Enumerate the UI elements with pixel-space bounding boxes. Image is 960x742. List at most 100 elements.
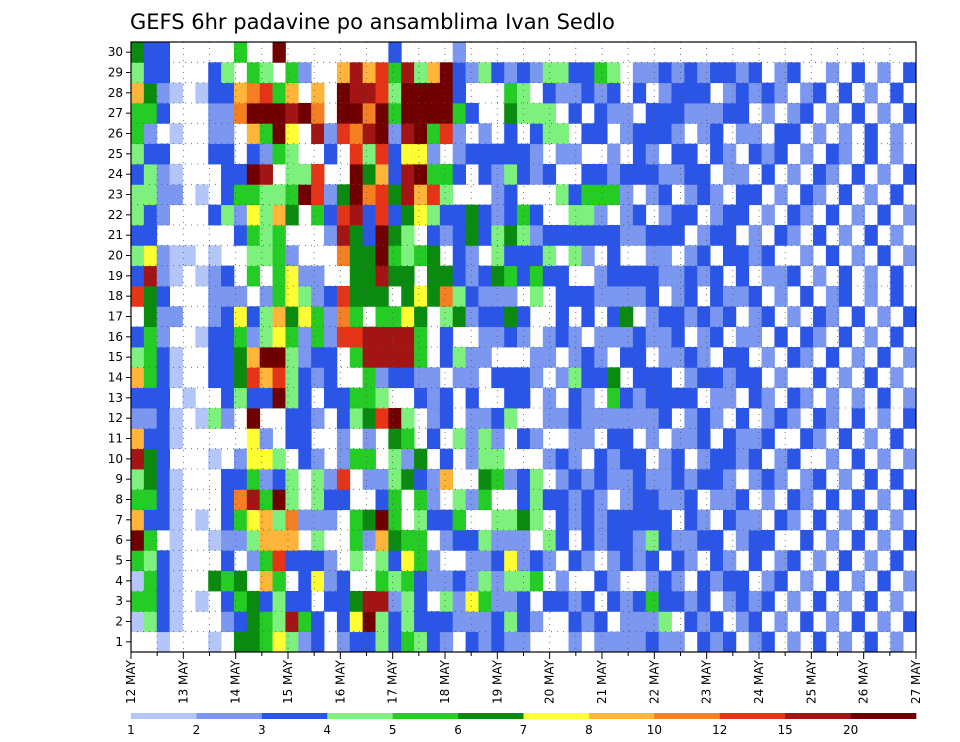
heatmap-cell xyxy=(568,82,582,104)
heatmap-cell xyxy=(555,82,569,104)
heatmap-cell xyxy=(748,611,762,633)
heatmap-cell xyxy=(697,164,711,185)
heatmap-cell xyxy=(555,509,569,531)
heatmap-cell xyxy=(555,306,569,328)
heatmap-cell xyxy=(697,62,711,84)
heatmap-cell xyxy=(388,570,402,592)
heatmap-cell xyxy=(272,347,286,368)
heatmap-cell xyxy=(825,448,840,470)
colorbar-segment xyxy=(850,713,917,719)
heatmap-cell xyxy=(594,225,608,246)
heatmap-cell xyxy=(748,286,762,307)
heatmap-cell xyxy=(568,489,582,511)
heatmap-cell xyxy=(555,367,569,389)
heatmap-cell xyxy=(478,265,492,287)
heatmap-cell xyxy=(851,489,865,511)
heatmap-cell xyxy=(336,245,351,267)
heatmap-cell xyxy=(877,530,891,551)
heatmap-cell xyxy=(710,570,724,592)
heatmap-cell xyxy=(156,367,171,389)
heatmap-cell xyxy=(324,286,338,307)
heatmap-cell xyxy=(401,631,415,653)
heatmap-cell xyxy=(658,164,672,185)
heatmap-cell xyxy=(285,367,299,389)
heatmap-cell xyxy=(259,550,273,572)
heatmap-cell xyxy=(722,570,737,592)
heatmap-cell xyxy=(208,631,222,653)
colorbar-label: 3 xyxy=(258,723,266,737)
heatmap-cell xyxy=(787,347,801,368)
heatmap-cell xyxy=(285,408,299,429)
heatmap-cell xyxy=(336,62,351,84)
heatmap-cell xyxy=(426,245,441,267)
heatmap-cell xyxy=(375,611,389,633)
heatmap-cell xyxy=(349,62,364,84)
heatmap-cell xyxy=(774,448,788,470)
heatmap-cell xyxy=(362,62,376,84)
heatmap-cell xyxy=(439,103,454,124)
heatmap-cell xyxy=(388,550,402,572)
heatmap-cell xyxy=(375,245,389,267)
heatmap-cell xyxy=(452,225,466,246)
heatmap-cell xyxy=(375,489,389,511)
heatmap-cell xyxy=(877,306,891,328)
heatmap-cell xyxy=(336,408,351,429)
heatmap-cell xyxy=(208,62,222,84)
heatmap-cell xyxy=(285,347,299,368)
heatmap-cell xyxy=(131,326,145,348)
heatmap-cell xyxy=(632,347,647,368)
heatmap-cell xyxy=(221,286,235,307)
heatmap-cell xyxy=(684,509,698,531)
heatmap-cell xyxy=(375,550,389,572)
heatmap-cell xyxy=(517,611,531,633)
heatmap-cell xyxy=(452,286,466,307)
heatmap-cell xyxy=(401,286,415,307)
heatmap-cell xyxy=(169,509,183,531)
heatmap-cell xyxy=(491,448,505,470)
heatmap-cell xyxy=(877,204,891,226)
heatmap-cell xyxy=(877,62,891,84)
heatmap-cell xyxy=(259,184,273,206)
heatmap-cell xyxy=(143,143,158,165)
heatmap-cell xyxy=(259,611,273,633)
heatmap-cell xyxy=(710,489,724,511)
heatmap-cell xyxy=(620,469,634,490)
heatmap-cell xyxy=(414,164,428,185)
heatmap-cell xyxy=(890,143,904,165)
heatmap-cell xyxy=(143,509,158,531)
heatmap-cell xyxy=(272,530,286,551)
heatmap-cell xyxy=(478,530,492,551)
heatmap-cell xyxy=(414,62,428,84)
heatmap-cell xyxy=(375,326,389,348)
heatmap-cell xyxy=(697,591,711,612)
heatmap-cell xyxy=(645,631,660,653)
heatmap-cell xyxy=(349,448,364,470)
heatmap-cell xyxy=(529,123,544,145)
heatmap-cell xyxy=(632,143,647,165)
heatmap-cell xyxy=(620,611,634,633)
heatmap-cell xyxy=(620,347,634,368)
heatmap-cell xyxy=(542,489,557,511)
heatmap-cell xyxy=(336,489,351,511)
heatmap-cell xyxy=(787,123,801,145)
heatmap-cell xyxy=(800,143,814,165)
heatmap-cell xyxy=(787,489,801,511)
heatmap-cell xyxy=(208,123,222,145)
heatmap-cell xyxy=(285,265,299,287)
dotted-grid xyxy=(131,42,916,652)
heatmap-cell xyxy=(838,469,853,490)
heatmap-cell xyxy=(903,570,917,592)
heatmap-cell xyxy=(671,306,685,328)
heatmap-cell xyxy=(426,103,441,124)
heatmap-cell xyxy=(491,428,505,450)
heatmap-cell xyxy=(375,306,389,328)
x-tick-label: 15 MAY xyxy=(281,659,295,704)
heatmap-cell xyxy=(388,184,402,206)
heatmap-cell xyxy=(375,123,389,145)
heatmap-cell xyxy=(568,631,582,653)
heatmap-cell xyxy=(221,164,235,185)
heatmap-cell xyxy=(658,82,672,104)
heatmap-cell xyxy=(388,428,402,450)
heatmap-cell xyxy=(221,265,235,287)
y-tick-label: 11 xyxy=(108,432,123,446)
